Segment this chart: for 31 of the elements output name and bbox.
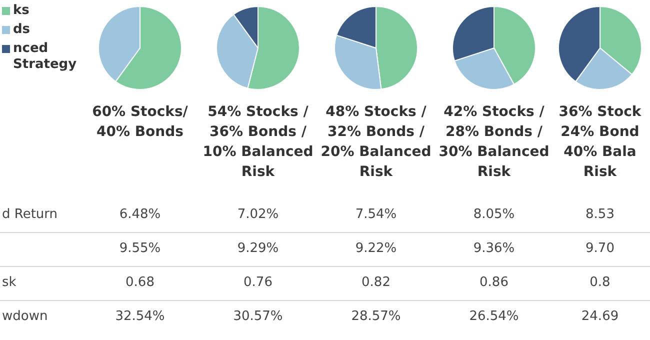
category-label: d Return — [2, 207, 58, 222]
text: 48% Stocks / 32% Bonds / 20% Balanced Risk — [320, 103, 432, 182]
text: 0.68 — [126, 275, 154, 290]
text: 54% Stocks / 36% Bonds / 10% Balanced Risk — [202, 103, 314, 182]
text: 42% Stocks / 28% Bonds / 30% Balanced Risk — [438, 103, 550, 182]
text: 30.57% — [233, 309, 283, 324]
text: 9.55% — [119, 241, 161, 256]
legend-label: ks — [13, 3, 30, 19]
text: 32.54% — [115, 309, 165, 324]
text: 9.36% — [473, 241, 515, 256]
text: 26.54% — [469, 309, 519, 324]
legend-label: nced Strategy — [13, 41, 77, 73]
text: 8.05% — [473, 207, 515, 222]
text: 9.22% — [355, 241, 397, 256]
text: 8.53 — [586, 207, 614, 222]
text: 0.82 — [362, 275, 390, 290]
text: 7.02% — [237, 207, 279, 222]
text: 24.69 — [581, 309, 619, 324]
text: 36% Stock 24% Bond 40% Bala Risk — [558, 104, 642, 180]
text: 6.48% — [119, 207, 161, 222]
legend-label: ds — [13, 22, 30, 38]
text: 9.29% — [237, 241, 279, 256]
text: 7.54% — [355, 207, 397, 222]
text: 0.86 — [480, 275, 508, 290]
text: 0.76 — [244, 275, 272, 290]
text: 60% Stocks/ 40% Bonds — [91, 103, 189, 142]
text: 9.70 — [586, 241, 614, 256]
text: 0.8 — [590, 275, 610, 290]
category-label: wdown — [2, 309, 48, 324]
text: 28.57% — [351, 309, 401, 324]
category-label: sk — [2, 275, 16, 290]
